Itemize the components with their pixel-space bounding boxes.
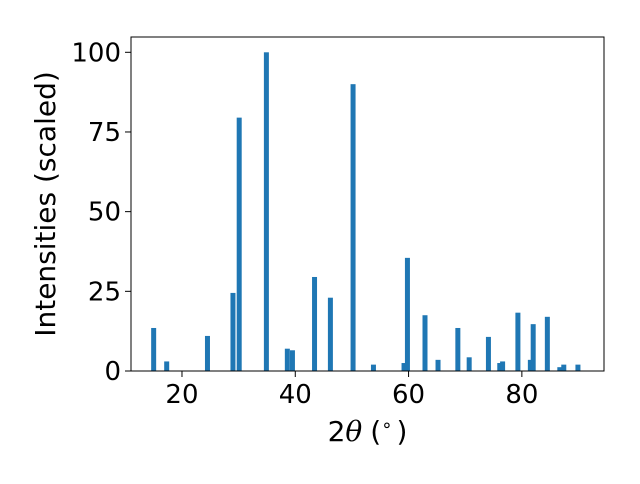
x-tick-label: 80: [505, 380, 538, 410]
bar: [527, 359, 533, 371]
bar: [544, 316, 550, 371]
bar: [500, 361, 506, 371]
bar: [530, 324, 536, 371]
y-axis: 0 25 50 75 100: [71, 38, 131, 387]
bar: [327, 297, 333, 371]
y-tick-label: 75: [88, 118, 121, 148]
bar: [557, 367, 563, 371]
bar: [515, 312, 521, 371]
y-tick-label: 25: [88, 277, 121, 307]
bar: [422, 315, 428, 371]
bars-group: [151, 52, 581, 372]
bar: [236, 117, 242, 371]
bar: [263, 52, 269, 372]
bar: [151, 327, 157, 371]
bar: [435, 359, 441, 371]
bar: [230, 292, 236, 371]
bar: [401, 363, 407, 371]
bar: [370, 364, 376, 371]
x-axis: 20 40 60 80: [165, 371, 538, 410]
y-tick-label: 50: [88, 198, 121, 228]
x-tick-label: 20: [165, 380, 198, 410]
bar: [561, 364, 567, 371]
x-tick-label: 40: [279, 380, 312, 410]
x-tick-label: 60: [392, 380, 425, 410]
y-tick-label: 0: [104, 357, 121, 387]
bar: [164, 361, 170, 371]
plot-frame: [130, 36, 605, 372]
bar: [575, 364, 581, 371]
bar: [455, 327, 461, 371]
y-tick-label: 100: [71, 38, 121, 68]
bar: [312, 276, 318, 371]
bar: [485, 336, 491, 371]
bar: [204, 335, 210, 371]
bar: [497, 363, 503, 371]
bar: [350, 84, 356, 372]
bar: [404, 257, 410, 371]
bar: [289, 350, 295, 371]
x-axis-label: 2θ (∘): [328, 415, 408, 448]
y-axis-label: Intensities (scaled): [29, 71, 62, 337]
bar: [284, 348, 290, 371]
bar: [466, 357, 472, 371]
